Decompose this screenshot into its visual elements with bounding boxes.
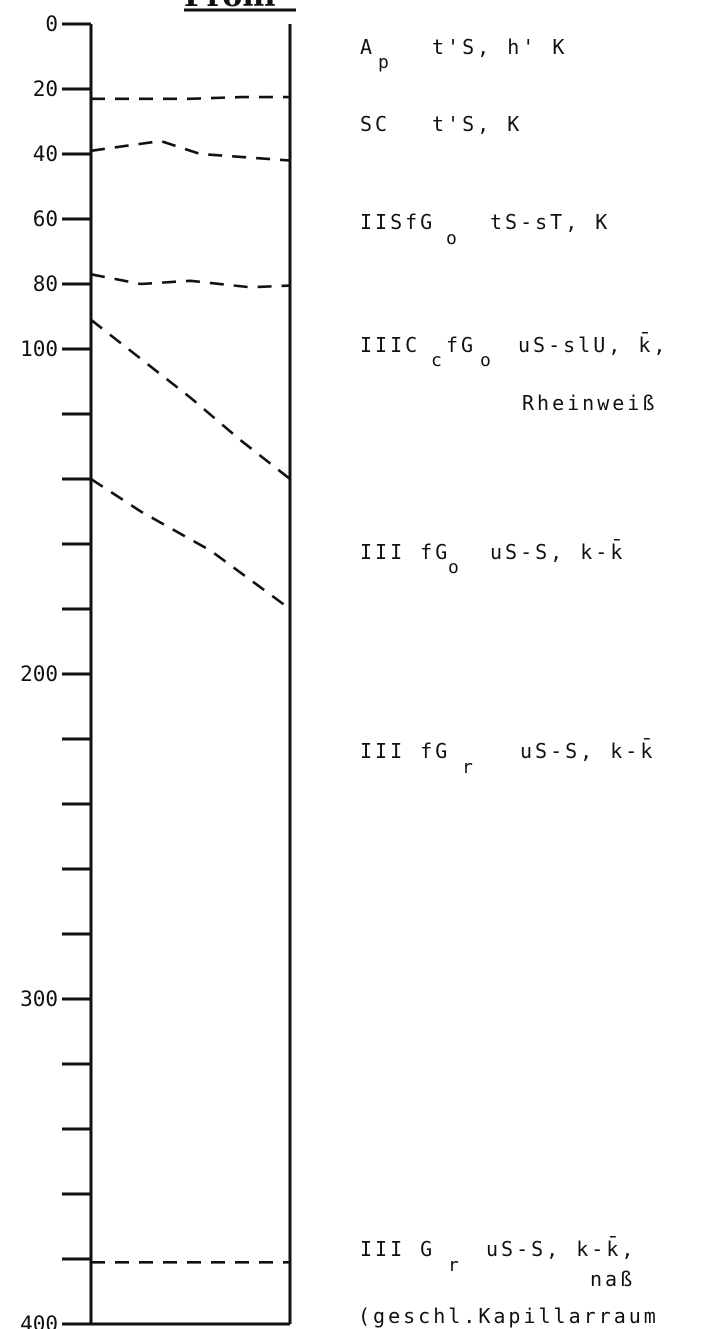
horizon-subscript: p [378,52,389,73]
horizon-extra: Rheinweiß [522,391,657,415]
horizon-description: uS-S, k-k̄ [490,539,625,564]
horizon-boundary [90,139,291,162]
horizon-subscript: r [448,1255,459,1276]
horizon-symbol: III G [360,1237,435,1261]
horizon-iii-fgr: III fG r uS-S, k-k̄ [360,738,655,778]
depth-tick-label: 200 [20,662,58,686]
horizon-boundary [91,95,290,101]
depth-tick-labels: 0 20 40 60 80 100 200 300 400 [20,12,58,1329]
horizon-boundary [90,273,291,289]
depth-ticks [62,22,91,1261]
horizon-description: uS-S, k-k̄ [520,738,655,763]
horizon-boundaries [90,95,291,1264]
horizon-symbol: A [360,35,375,59]
depth-tick-label: 40 [33,142,58,166]
horizon-description: uS-S, k-k̄, [486,1236,636,1261]
depth-tick-label: 60 [33,207,58,231]
depth-tick-label: 0 [45,12,58,36]
depth-tick-label: 300 [20,987,58,1011]
horizon-ap: A p t'S, h' K [360,35,567,73]
horizon-symbol: III fG [360,540,450,564]
horizon-iisfgo: IISfG o tS-sT, K [360,210,610,249]
horizon-symbol-rest: fG [446,333,476,357]
horizon-subscript: c [431,350,442,371]
horizon-description: t'S, K [432,112,522,136]
horizon-symbol: IISfG [360,210,435,234]
horizon-description: uS-slU, k̄̄, [518,332,668,357]
depth-tick-label: 20 [33,77,58,101]
horizon-extra-note: (geschl.Kapillarraum [358,1304,659,1328]
horizon-symbol: IIIC [360,333,420,357]
horizon-iii-gr: III G r uS-S, k-k̄, naß (geschl.Kapillar… [358,1236,659,1328]
horizon-subscript: r [462,757,473,778]
horizon-boundary [90,318,291,481]
horizon-descriptions: A p t'S, h' K SC t'S, K IISfG o tS-sT, K… [358,35,668,1328]
horizon-boundary [90,477,291,611]
profile-column [62,24,292,1326]
horizon-sc: SC t'S, K [360,112,522,136]
horizon-description: t'S, h' K [432,35,567,59]
horizon-subscript: o [446,228,457,249]
horizon-iiiccfgo: IIIC c fG o uS-slU, k̄̄, Rheinweiß [360,332,668,415]
depth-tick-label: 80 [33,272,58,296]
profile-title: Profil [184,0,276,14]
horizon-symbol: SC [360,112,390,136]
horizon-subscript: o [448,557,459,578]
horizon-subscript-2: o [480,350,491,371]
depth-tick-label: 400 [20,1312,58,1329]
horizon-symbol: III fG [360,739,450,763]
horizon-extra: naß [590,1267,635,1291]
horizon-iii-fgo: III fG o uS-S, k-k̄ [360,539,625,578]
depth-tick-label: 100 [20,337,58,361]
horizon-description: tS-sT, K [490,210,610,234]
